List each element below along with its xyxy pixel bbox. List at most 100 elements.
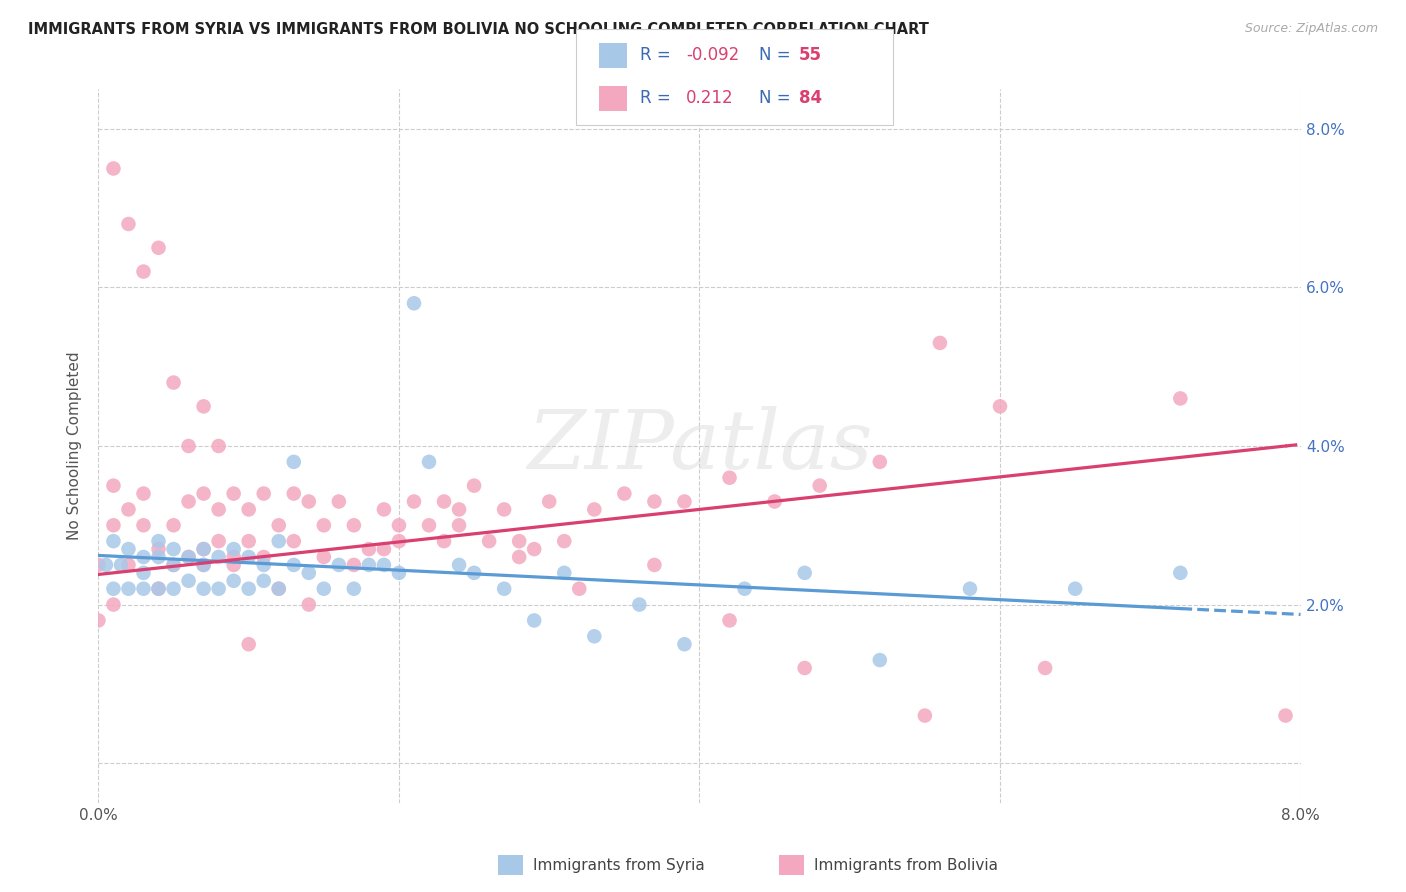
Point: [628, 598, 651, 612]
Point: [1168, 566, 1191, 580]
Point: [132, 549, 155, 564]
Point: [373, 542, 395, 557]
Point: [253, 558, 276, 572]
Point: [494, 502, 516, 516]
Point: [132, 566, 155, 580]
Point: [238, 582, 260, 596]
Point: [402, 296, 425, 310]
Point: [673, 637, 696, 651]
Point: [763, 494, 786, 508]
Text: IMMIGRANTS FROM SYRIA VS IMMIGRANTS FROM BOLIVIA NO SCHOOLING COMPLETED CORRELAT: IMMIGRANTS FROM SYRIA VS IMMIGRANTS FROM…: [28, 22, 929, 37]
Point: [734, 582, 756, 596]
Point: [267, 518, 290, 533]
Point: [494, 582, 516, 596]
Point: [673, 494, 696, 508]
Text: 84: 84: [799, 89, 821, 107]
Point: [298, 598, 321, 612]
Point: [193, 582, 215, 596]
Point: [298, 494, 321, 508]
Point: [568, 582, 591, 596]
Point: [959, 582, 981, 596]
Point: [193, 400, 215, 414]
Point: [117, 217, 139, 231]
Text: 55: 55: [799, 46, 821, 64]
Point: [148, 534, 170, 549]
Point: [312, 549, 335, 564]
Point: [869, 653, 891, 667]
Point: [1274, 708, 1296, 723]
Point: [177, 494, 200, 508]
Point: [267, 582, 290, 596]
Point: [523, 542, 546, 557]
Text: R =: R =: [640, 46, 671, 64]
Point: [148, 241, 170, 255]
Point: [869, 455, 891, 469]
Point: [222, 558, 245, 572]
Text: 0.212: 0.212: [686, 89, 734, 107]
Point: [1033, 661, 1056, 675]
Point: [238, 637, 260, 651]
Point: [433, 494, 456, 508]
Point: [132, 264, 155, 278]
Point: [478, 534, 501, 549]
Point: [238, 502, 260, 516]
Point: [103, 478, 125, 492]
Point: [117, 582, 139, 596]
Point: [162, 582, 184, 596]
Point: [463, 566, 485, 580]
Point: [253, 549, 276, 564]
Point: [193, 542, 215, 557]
Point: [583, 629, 606, 643]
Point: [177, 549, 200, 564]
Point: [253, 486, 276, 500]
Point: [343, 558, 366, 572]
Point: [1064, 582, 1087, 596]
Point: [433, 534, 456, 549]
Point: [508, 534, 530, 549]
Point: [463, 478, 485, 492]
Point: [283, 558, 305, 572]
Text: -0.092: -0.092: [686, 46, 740, 64]
Point: [808, 478, 831, 492]
Point: [208, 582, 231, 596]
Point: [117, 502, 139, 516]
Point: [103, 598, 125, 612]
Point: [298, 566, 321, 580]
Point: [193, 558, 215, 572]
Point: [162, 542, 184, 557]
Point: [373, 558, 395, 572]
Point: [193, 558, 215, 572]
Point: [402, 494, 425, 508]
Point: [583, 502, 606, 516]
Point: [162, 558, 184, 572]
Point: [538, 494, 561, 508]
Point: [523, 614, 546, 628]
Point: [312, 518, 335, 533]
Point: [103, 582, 125, 596]
Point: [988, 400, 1011, 414]
Point: [373, 502, 395, 516]
Point: [238, 549, 260, 564]
Point: [162, 376, 184, 390]
Point: [267, 534, 290, 549]
Point: [447, 502, 470, 516]
Point: [447, 558, 470, 572]
Point: [103, 161, 125, 176]
Point: [793, 661, 815, 675]
Point: [283, 455, 305, 469]
Point: [418, 518, 440, 533]
Text: Immigrants from Bolivia: Immigrants from Bolivia: [814, 858, 998, 872]
Point: [162, 558, 184, 572]
Text: N =: N =: [759, 46, 790, 64]
Point: [222, 549, 245, 564]
Point: [357, 542, 380, 557]
Point: [208, 549, 231, 564]
Point: [388, 566, 411, 580]
Point: [238, 534, 260, 549]
Point: [193, 542, 215, 557]
Point: [553, 534, 575, 549]
Point: [132, 518, 155, 533]
Point: [103, 534, 125, 549]
Point: [253, 574, 276, 588]
Point: [283, 486, 305, 500]
